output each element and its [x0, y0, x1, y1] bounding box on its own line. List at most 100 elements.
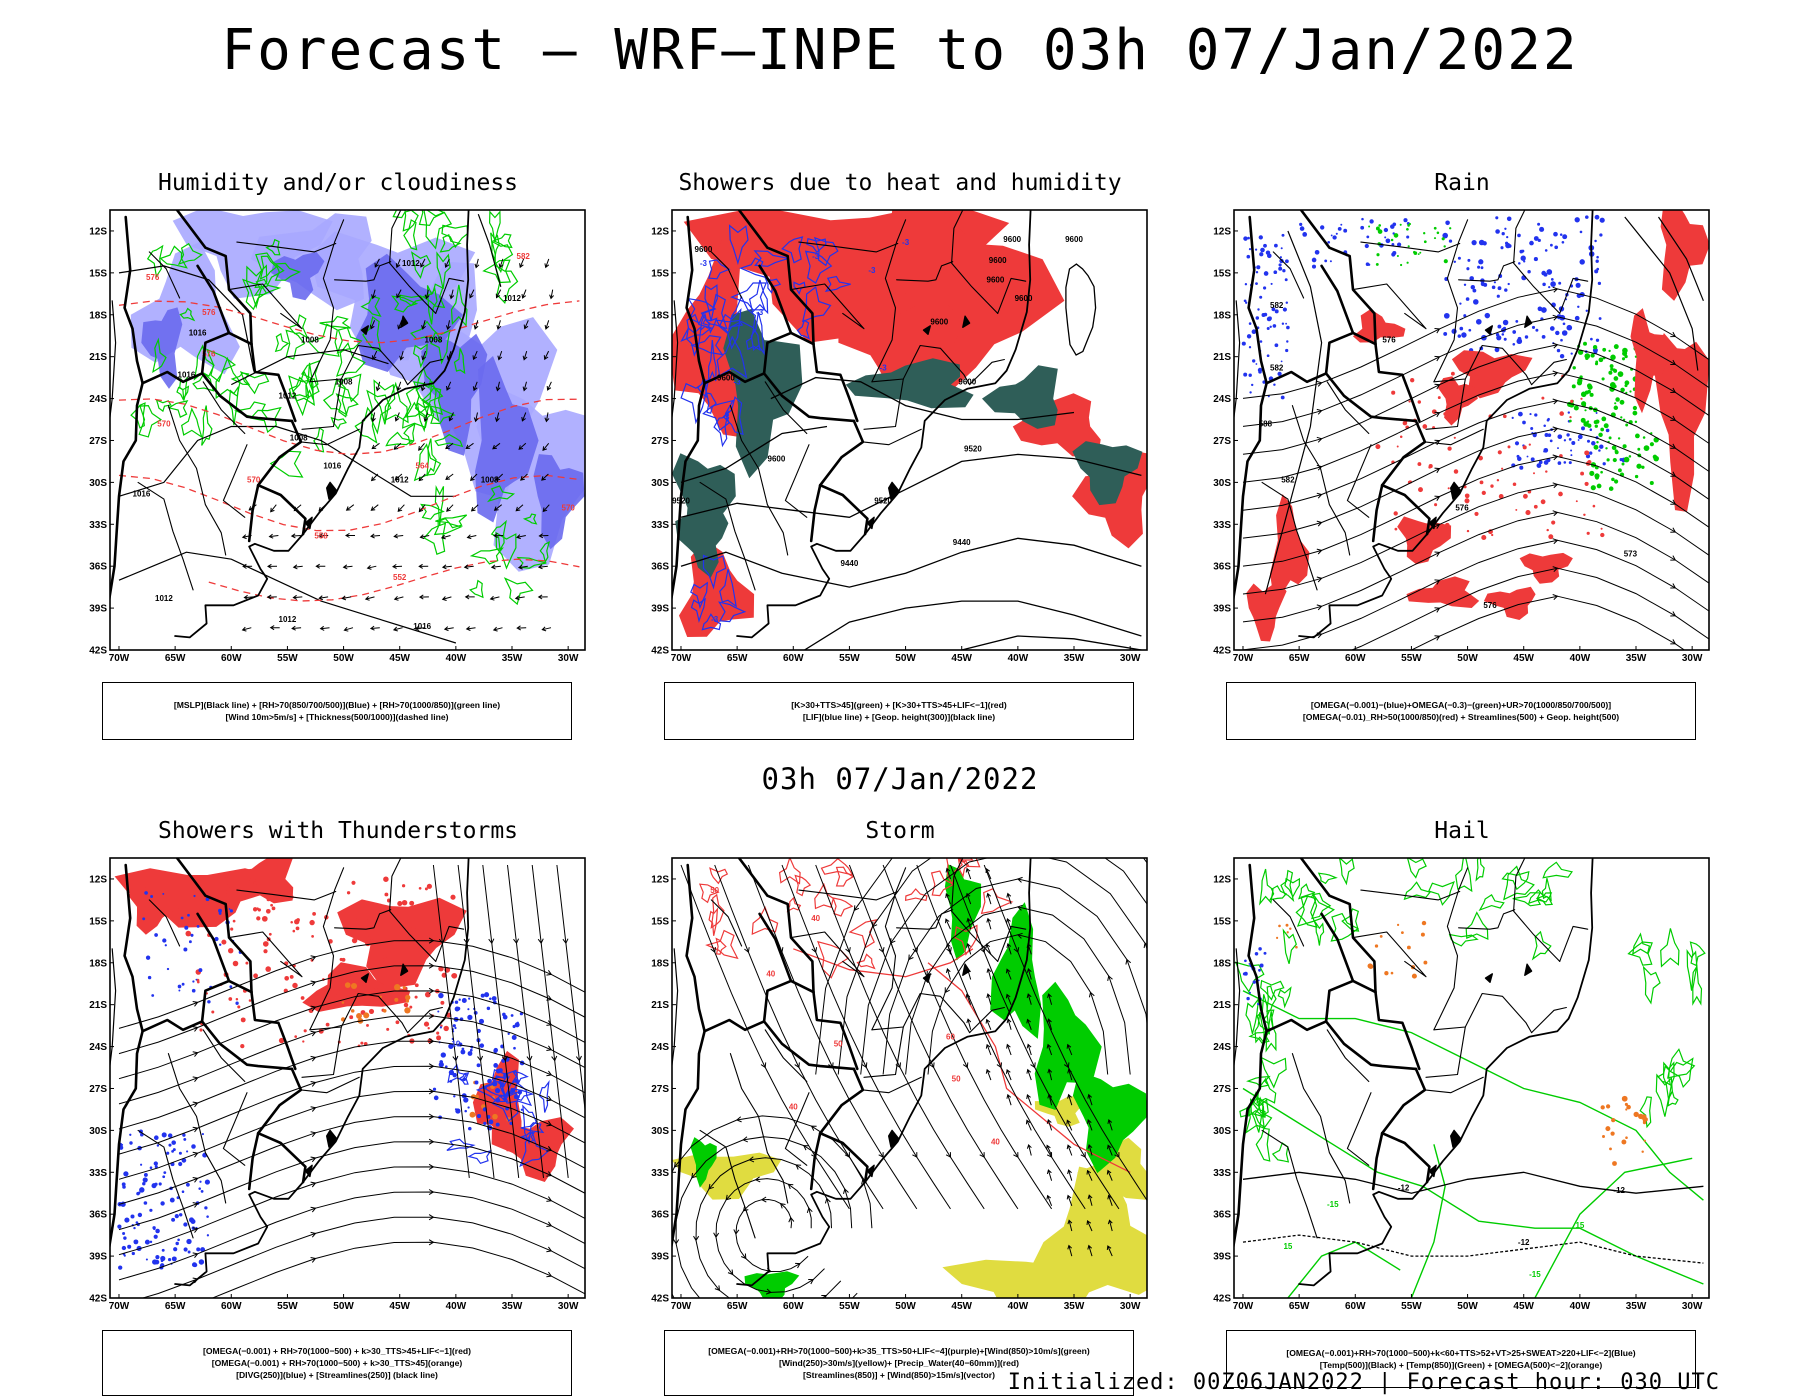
omega-blue-speckle	[1271, 307, 1276, 312]
omega-blue-speckle	[1243, 372, 1248, 377]
omega-blue-speckle	[1541, 270, 1547, 276]
streamline-arrowhead	[428, 1214, 435, 1221]
state-border	[1424, 428, 1484, 446]
convective-orange-speckle	[394, 997, 399, 1002]
omega-blue-speckle	[1478, 259, 1484, 265]
streamline	[507, 864, 544, 1178]
country-border	[1320, 264, 1355, 335]
divergence-speckle	[183, 1247, 188, 1252]
divergence-speckle	[204, 1179, 210, 1185]
wind-vector	[421, 320, 426, 330]
rh-lower-contour	[490, 519, 507, 552]
lon-label: 35W	[1064, 653, 1085, 664]
omega-green-speckle	[1608, 370, 1613, 375]
divergence-speckle	[493, 1063, 499, 1068]
state-border	[871, 219, 907, 383]
streamline-arrowhead	[428, 1038, 435, 1045]
streamline-arrowhead	[1316, 408, 1323, 415]
divergence-speckle	[144, 891, 148, 895]
wind-vector	[549, 289, 554, 300]
moderate-region	[723, 309, 803, 479]
omega-blue-speckle	[1445, 220, 1450, 226]
divergence-speckle	[151, 1183, 157, 1189]
streamline-arrowhead	[428, 1163, 435, 1170]
omega-blue-speckle	[1559, 233, 1563, 236]
divergence-speckle	[164, 944, 167, 947]
omega-green-speckle	[1594, 424, 1598, 428]
country-border	[758, 264, 793, 335]
thunderstorm-speckle	[398, 940, 404, 946]
state-border	[997, 277, 1027, 314]
state-border	[1513, 858, 1561, 962]
streamline-arrowhead	[654, 1243, 659, 1247]
streamline-arrowhead	[843, 1188, 849, 1195]
country-border	[247, 483, 260, 543]
divergence-speckle	[183, 1137, 187, 1141]
wind-vector	[399, 350, 404, 361]
omega-green-speckle	[1378, 224, 1382, 227]
lat-label: 15S	[89, 916, 107, 927]
divergence-speckle	[452, 1072, 457, 1078]
temp850-contour	[1260, 1056, 1287, 1089]
streamline-arrowhead	[1316, 380, 1323, 387]
wind-vector	[291, 625, 302, 631]
hail-blue-speckle	[1259, 963, 1264, 968]
wind-vector	[472, 381, 478, 392]
streamline-arrowhead	[546, 1095, 553, 1102]
state-border	[863, 378, 904, 430]
rh-red-speckle	[1490, 484, 1494, 488]
omega-blue-speckle	[1459, 302, 1462, 305]
contour-label: 9520	[964, 445, 982, 454]
divergence-speckle	[483, 1121, 487, 1126]
wind-vector	[1087, 1143, 1093, 1156]
hail-blue-speckle	[1246, 996, 1250, 1001]
rh-red-speckle	[1393, 511, 1398, 516]
streamline-arrowhead	[1063, 1062, 1070, 1069]
state-border	[236, 889, 337, 901]
divergence-speckle	[178, 1161, 183, 1167]
contour-label: 9440	[953, 538, 971, 547]
convective-orange-speckle	[404, 1007, 411, 1014]
lon-label: 55W	[839, 1301, 860, 1312]
thunderstorm-speckle	[265, 966, 271, 972]
rh-red-speckle	[1592, 504, 1596, 508]
country-border	[1374, 342, 1421, 423]
omega-blue-speckle	[1324, 259, 1328, 263]
wind-vector	[495, 381, 501, 392]
streamline-arrowhead	[1670, 471, 1677, 477]
temp850-contour	[1341, 908, 1360, 932]
omega-blue-speckle	[1285, 301, 1289, 304]
temp850-contour	[1465, 911, 1489, 940]
lat-label: 30S	[1213, 478, 1231, 489]
omega-blue-speckle	[1335, 232, 1338, 235]
divergence-speckle	[476, 1028, 481, 1033]
omega-blue-speckle	[1471, 239, 1477, 246]
omega500-speckle	[1421, 920, 1427, 926]
omega-blue-speckle	[1278, 266, 1283, 271]
wind-vector	[986, 892, 992, 905]
lat-label: 33S	[1213, 1168, 1231, 1179]
state-border	[790, 283, 865, 330]
omega-green-speckle	[1641, 465, 1645, 469]
streamline-arrowhead	[310, 1081, 317, 1087]
rh-red-speckle	[1551, 520, 1556, 525]
streamline-arrowhead	[1552, 426, 1559, 433]
divergence-speckle	[454, 1000, 459, 1004]
rh-red-speckle	[1428, 465, 1432, 469]
state-border	[137, 1129, 194, 1239]
omega-green-speckle	[1642, 436, 1646, 439]
omega-blue-speckle	[1574, 217, 1580, 223]
divergence-speckle	[476, 1063, 481, 1068]
rh-red-speckle	[1447, 487, 1450, 490]
country-border	[1380, 1067, 1427, 1135]
thunderstorm-speckle	[265, 908, 271, 914]
lat-label: 42S	[1213, 1294, 1231, 1305]
omega-green-speckle	[1417, 253, 1420, 256]
wind-vector	[515, 504, 524, 512]
wind-vector	[440, 534, 451, 540]
divergence-speckle	[171, 1150, 174, 1153]
streamline-arrowhead	[310, 1030, 317, 1037]
divergence-speckle	[117, 1224, 122, 1229]
omega-blue-speckle	[1246, 334, 1252, 339]
